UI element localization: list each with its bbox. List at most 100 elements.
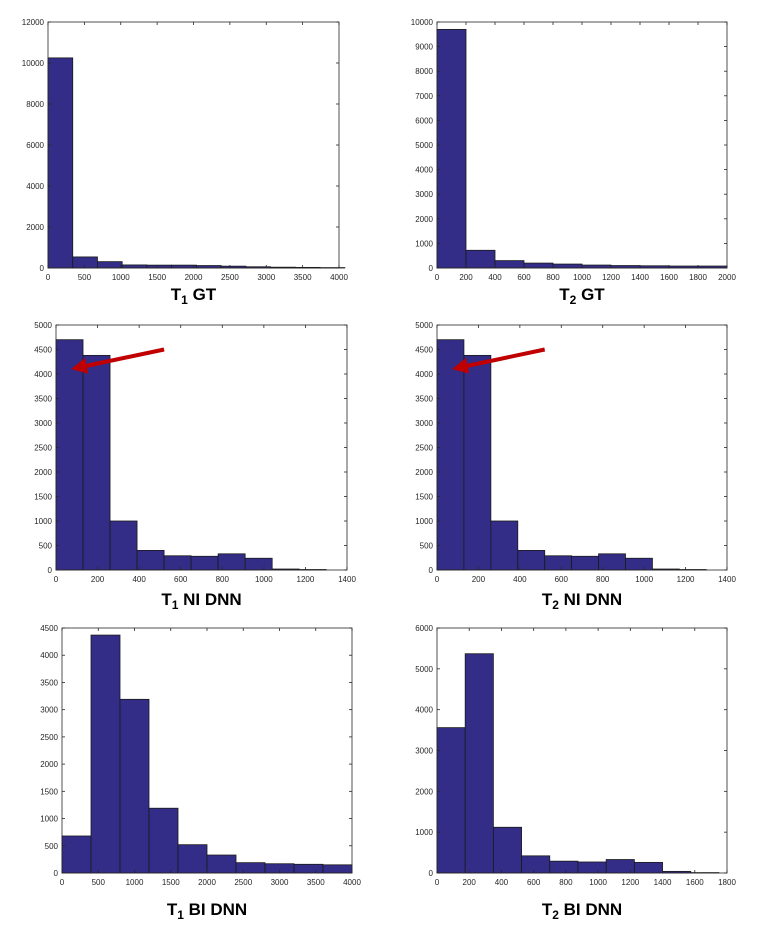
x-tick-label: 1000 xyxy=(255,575,273,584)
y-tick-label: 6000 xyxy=(415,624,433,633)
caption-rest: BI DNN xyxy=(559,900,622,919)
x-tick-label: 2500 xyxy=(221,273,239,282)
histogram-bar xyxy=(55,339,84,571)
x-tick-label: 500 xyxy=(78,273,92,282)
red-arrow-annotation xyxy=(451,347,546,374)
x-tick-label: 1500 xyxy=(162,878,180,887)
histogram-bar xyxy=(581,264,612,269)
histogram-bar xyxy=(436,339,465,571)
histogram-panel-2: 0 200 400 600 800 1000 1200 1400 1600 1800 2000 0 10… xyxy=(411,18,737,307)
y-tick-label: 3000 xyxy=(34,419,52,428)
histogram-bar xyxy=(549,860,579,874)
x-tick-label: 400 xyxy=(495,878,509,887)
panel-caption: T1 GT xyxy=(171,285,217,307)
panel-caption: T2 GT xyxy=(559,285,605,307)
y-tick-label: 1000 xyxy=(40,815,58,824)
histogram-panel-5: 0 500 1000 1500 2000 2500 3000 3500 4000 0 500 1000… xyxy=(40,624,361,922)
caption-subscript: 2 xyxy=(552,908,559,922)
x-tick-label: 1200 xyxy=(602,273,620,282)
x-tick-label: 1000 xyxy=(126,878,144,887)
x-tick-label: 3000 xyxy=(257,273,275,282)
x-tick-label: 600 xyxy=(174,575,188,584)
y-tick-label: 1500 xyxy=(40,787,58,796)
histogram-bar xyxy=(436,28,467,269)
x-tick-label: 600 xyxy=(527,878,541,887)
x-tick-label: 1800 xyxy=(718,878,736,887)
red-arrow-annotation xyxy=(71,347,165,374)
histogram-bar xyxy=(90,634,121,874)
histogram-bar xyxy=(492,826,522,874)
histogram-bar xyxy=(494,260,525,269)
histogram-bar xyxy=(322,864,353,874)
x-tick-label: 1600 xyxy=(686,878,704,887)
y-tick-label: 4000 xyxy=(415,706,433,715)
y-tick-label: 7000 xyxy=(415,92,433,101)
histogram-bar xyxy=(163,555,192,571)
histogram-bar xyxy=(136,550,165,571)
x-tick-label: 200 xyxy=(91,575,105,584)
y-tick-label: 10000 xyxy=(411,18,434,27)
y-tick-label: 1000 xyxy=(415,828,433,837)
panel-caption: T1 BI DNN xyxy=(167,900,247,922)
histogram-bar xyxy=(293,863,324,874)
histogram-bar xyxy=(61,835,92,874)
y-tick-label: 10000 xyxy=(22,59,45,68)
x-tick-label: 1000 xyxy=(573,273,591,282)
x-tick-label: 1500 xyxy=(148,273,166,282)
y-tick-label: 2000 xyxy=(415,468,433,477)
y-tick-label: 9000 xyxy=(415,43,433,52)
y-tick-label: 500 xyxy=(39,542,53,551)
x-tick-label: 0 xyxy=(46,273,51,282)
y-tick-label: 8000 xyxy=(415,67,433,76)
y-tick-label: 2500 xyxy=(40,733,58,742)
x-tick-label: 1800 xyxy=(689,273,707,282)
x-tick-label: 800 xyxy=(559,878,573,887)
y-tick-label: 3500 xyxy=(34,395,52,404)
histogram-bar xyxy=(119,698,150,874)
y-tick-label: 3500 xyxy=(415,395,433,404)
x-tick-label: 200 xyxy=(472,575,486,584)
x-tick-label: 0 xyxy=(435,273,440,282)
y-tick-label: 4500 xyxy=(34,346,52,355)
y-tick-label: 0 xyxy=(48,566,53,575)
panel-caption: T1 NI DNN xyxy=(161,590,241,612)
histogram-panel-4: 0 200 400 600 800 1000 1200 1400 0 500 1000 1500 200… xyxy=(415,321,736,612)
histogram-bar xyxy=(577,861,607,874)
histogram-bar xyxy=(235,862,266,874)
y-tick-label: 3500 xyxy=(40,678,58,687)
x-tick-label: 0 xyxy=(54,575,59,584)
histogram-bar xyxy=(244,557,273,571)
x-tick-label: 4000 xyxy=(330,273,348,282)
x-tick-label: 400 xyxy=(513,575,527,584)
y-tick-label: 6000 xyxy=(26,141,44,150)
y-tick-label: 3000 xyxy=(415,190,433,199)
histogram-panel-3: 0 200 400 600 800 1000 1200 1400050010001500200… xyxy=(34,321,356,612)
x-tick-label: 200 xyxy=(459,273,473,282)
histogram-bar xyxy=(552,263,583,269)
x-tick-label: 1000 xyxy=(635,575,653,584)
histogram-bar xyxy=(206,854,237,874)
caption-subscript: 1 xyxy=(177,908,184,922)
caption-subscript: 1 xyxy=(181,293,188,307)
caption-main: T xyxy=(559,285,570,304)
x-tick-label: 1200 xyxy=(677,575,695,584)
caption-subscript: 2 xyxy=(552,598,559,612)
histogram-bar xyxy=(72,256,98,269)
x-tick-label: 1400 xyxy=(718,575,736,584)
y-tick-label: 5000 xyxy=(415,141,433,150)
x-tick-label: 1000 xyxy=(589,878,607,887)
histogram-bar xyxy=(171,264,197,269)
histogram-bar xyxy=(571,555,599,571)
histogram-bar xyxy=(625,557,653,571)
x-tick-label: 400 xyxy=(132,575,146,584)
histogram-panel-6: 0 200 400 600 800 1000 1200 1400 1600 1800 0 1000 20… xyxy=(415,624,736,922)
y-tick-label: 2000 xyxy=(34,468,52,477)
histogram-bar xyxy=(463,354,492,571)
x-tick-label: 4000 xyxy=(343,878,361,887)
x-tick-label: 1400 xyxy=(338,575,356,584)
y-tick-label: 4500 xyxy=(40,624,58,633)
caption-rest: GT xyxy=(576,285,605,304)
y-tick-label: 5000 xyxy=(415,665,433,674)
x-tick-label: 800 xyxy=(546,273,560,282)
histogram-bar xyxy=(521,855,551,874)
